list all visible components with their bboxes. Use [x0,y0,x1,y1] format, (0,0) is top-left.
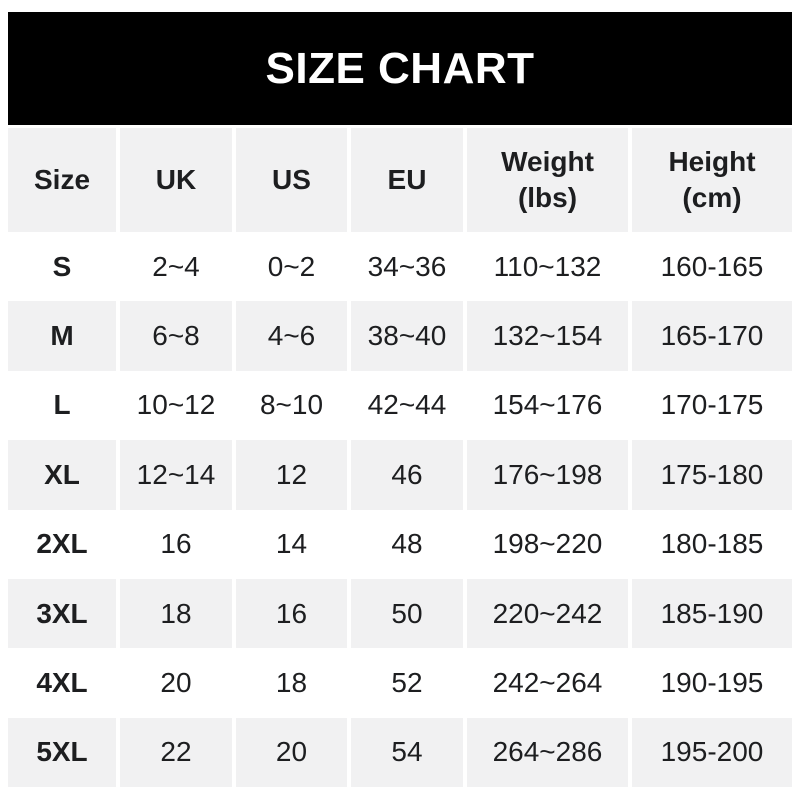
table-cell: 34~36 [367,250,447,282]
table-cell: 22 [120,717,232,788]
table-cell: 190-195 [660,667,764,699]
table-row-2xl: 2XL 16 14 48 198~220 180-185 [8,510,792,579]
table-cell: 2~4 [152,250,200,282]
column-header-us: US [236,128,347,232]
table-cell: 10~12 [136,389,216,421]
size-label: L [53,389,71,421]
table-cell: 8~10 [259,389,324,421]
table-row-xl: XL 12~14 12 46 176~198 175-180 [8,440,792,510]
size-label: 3XL [8,578,116,649]
size-label: S [52,250,72,282]
table-row-m: M 6~8 4~6 38~40 132~154 165-170 [8,301,792,371]
table-header-row: Size UK US EU Weight (lbs) Height (cm) [8,128,792,232]
table-cell: 185-190 [632,578,792,649]
table-row-l: L 10~12 8~10 42~44 154~176 170-175 [8,371,792,440]
table-cell: 14 [275,528,308,560]
table-row-4xl: 4XL 20 18 52 242~264 190-195 [8,648,792,717]
table-cell: 18 [120,578,232,649]
table-cell: 38~40 [351,301,463,371]
table-cell: 12 [236,440,347,510]
table-cell: 42~44 [367,389,447,421]
page: { "banner": { "title": "SIZE CHART" }, "… [0,12,800,800]
table-cell: 50 [351,578,463,649]
table-cell: 154~176 [492,389,603,421]
table-cell: 0~2 [267,250,316,282]
table-cell: 170-175 [660,389,764,421]
size-label: M [8,301,116,371]
table-cell: 20 [160,667,192,699]
table-cell: 176~198 [467,440,628,510]
size-chart-banner: SIZE CHART [8,12,792,125]
table-cell: 220~242 [467,578,628,649]
table-cell: 180-185 [660,528,764,560]
table-cell: 52 [391,667,423,699]
size-label: 4XL [36,667,88,699]
table-cell: 12~14 [120,440,232,510]
table-cell: 132~154 [467,301,628,371]
table-cell: 16 [236,578,347,649]
table-cell: 242~264 [492,667,603,699]
size-label: XL [8,440,116,510]
table-cell: 165-170 [632,301,792,371]
table-cell: 110~132 [493,250,602,282]
column-header-eu: EU [351,128,463,232]
size-label: 2XL [36,528,88,560]
table-cell: 46 [351,440,463,510]
table-cell: 48 [391,528,423,560]
table-cell: 175-180 [632,440,792,510]
table-cell: 16 [160,528,192,560]
column-header-height: Height (cm) [632,128,792,232]
size-chart-title: SIZE CHART [265,43,535,93]
size-label: 5XL [8,717,116,788]
table-cell: 160-165 [660,250,764,282]
size-chart-table: Size UK US EU Weight (lbs) Height (cm) S… [8,128,792,788]
column-header-size: Size [8,128,116,232]
table-cell: 18 [275,667,308,699]
table-cell: 54 [351,717,463,788]
table-row-s: S 2~4 0~2 34~36 110~132 160-165 [8,232,792,301]
table-cell: 20 [236,717,347,788]
column-header-weight: Weight (lbs) [467,128,628,232]
table-cell: 6~8 [120,301,232,371]
table-cell: 198~220 [492,528,603,560]
table-row-3xl: 3XL 18 16 50 220~242 185-190 [8,578,792,649]
table-cell: 195-200 [632,717,792,788]
table-cell: 4~6 [236,301,347,371]
column-header-uk: UK [120,128,232,232]
table-row-5xl: 5XL 22 20 54 264~286 195-200 [8,717,792,788]
table-cell: 264~286 [467,717,628,788]
